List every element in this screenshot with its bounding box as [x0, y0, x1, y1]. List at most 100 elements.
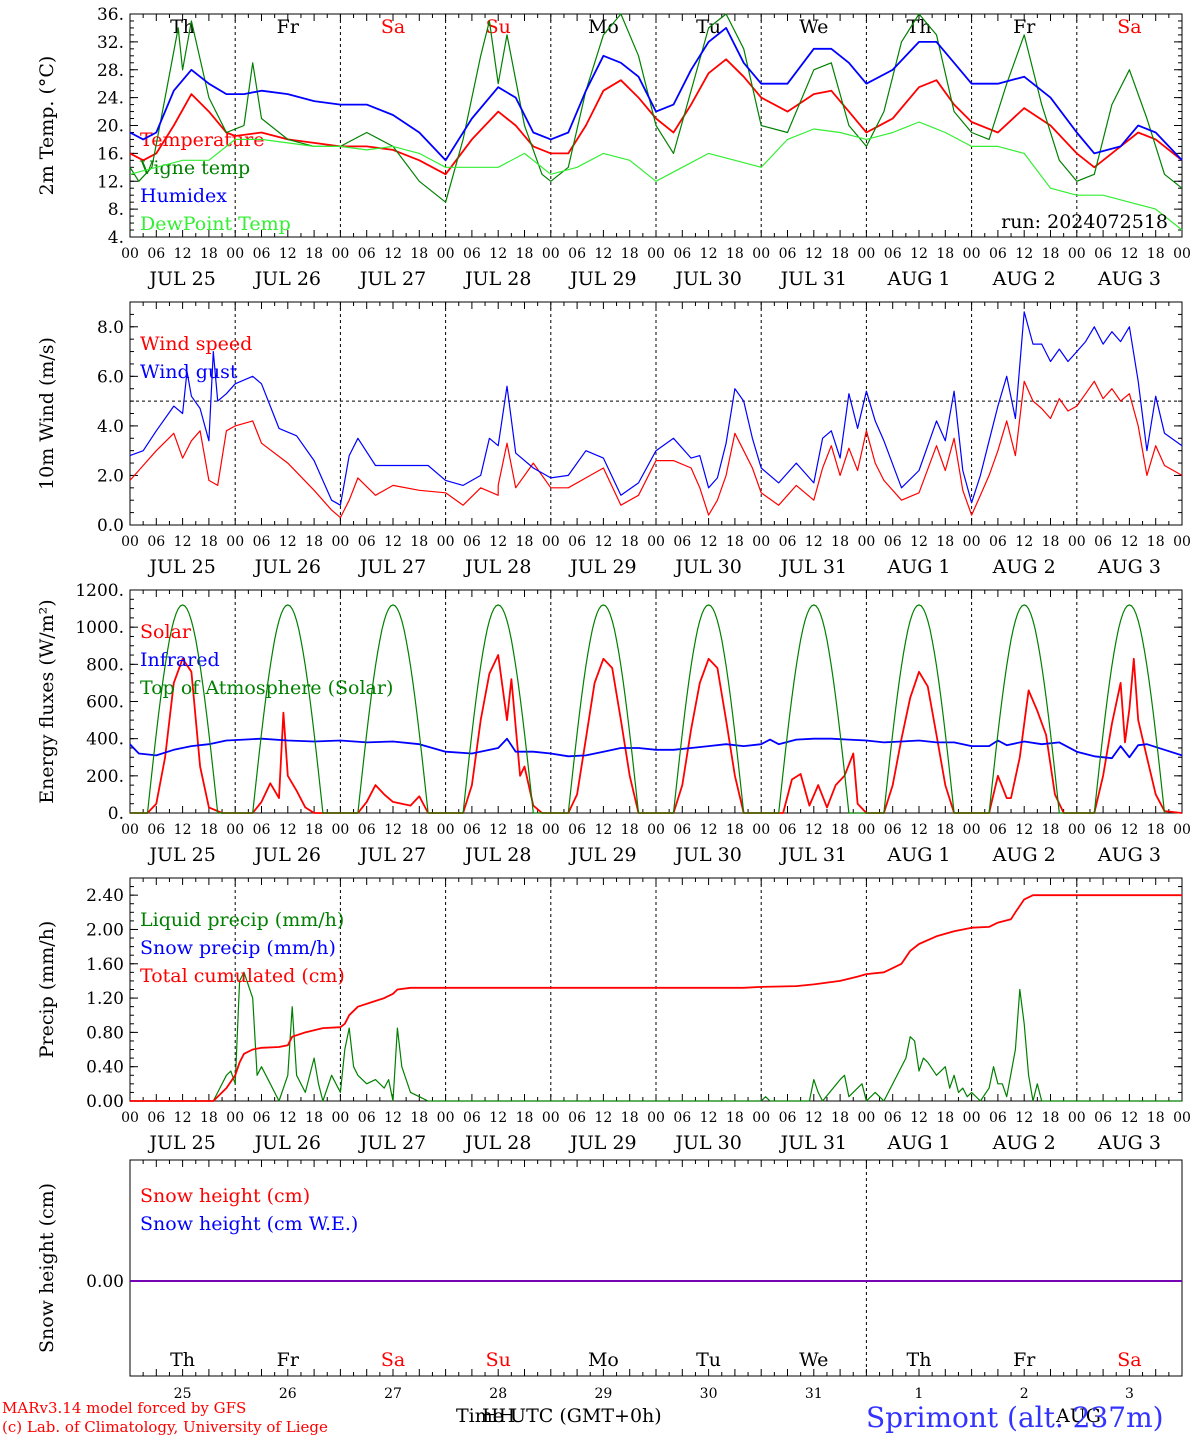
x-date-label: JUL 28	[463, 556, 531, 578]
x-day-number-label: 3	[1125, 1386, 1134, 1402]
x-hour-label: 00	[437, 534, 455, 550]
y-axis-title: 10m Wind (m/s)	[36, 337, 58, 490]
x-hour-label: 12	[1120, 534, 1138, 550]
x-hour-label: 00	[226, 534, 244, 550]
legend-entry: Solar	[140, 621, 192, 643]
y-tick-label: 800.	[86, 655, 124, 675]
x-hour-label: 00	[1173, 1110, 1191, 1126]
x-hour-label: 18	[516, 534, 534, 550]
x-hour-label: 12	[1015, 246, 1033, 262]
y-tick-label: 400.	[86, 730, 124, 750]
x-hour-label: 06	[463, 1110, 481, 1126]
plot-frame	[129, 301, 1183, 526]
y-tick-label: 0.00	[86, 1092, 124, 1112]
x-hour-label: 06	[1094, 1110, 1112, 1126]
x-hour-label: 00	[857, 246, 875, 262]
y-tick-label: 0.0	[97, 516, 124, 536]
legend-entry: Temperature	[140, 129, 264, 151]
series-line-liquid-precip-mm-h-	[130, 971, 1182, 1102]
x-hour-label: 06	[989, 822, 1007, 838]
panel-temperature: 4. 8. 12. 16. 20. 24. 28. 32. 36. 2m Temp. (°C) Th…	[36, 5, 1191, 290]
y-tick-label: 28.	[97, 61, 124, 81]
day-name-label: Su	[486, 1349, 511, 1371]
x-hour-label: 18	[621, 822, 639, 838]
x-hour-label: 12	[384, 534, 402, 550]
x-hour-label: 06	[253, 822, 271, 838]
x-day-number-label: 31	[805, 1386, 823, 1402]
x-hour-label: 12	[489, 1110, 507, 1126]
x-hour-label: 00	[121, 822, 139, 838]
x-hour-label: 00	[752, 246, 770, 262]
x-hour-label: 06	[779, 1110, 797, 1126]
y-tick-label: 600.	[86, 693, 124, 713]
legend-entry: Liquid precip (mm/h)	[140, 909, 344, 931]
x-hour-label: 06	[673, 534, 691, 550]
x-date-label: JUL 27	[358, 844, 426, 866]
x-hour-label: 06	[884, 822, 902, 838]
x-hour-label: 12	[279, 1110, 297, 1126]
x-hour-label: 12	[700, 1110, 718, 1126]
x-hour-label: 12	[1120, 246, 1138, 262]
x-date-label: JUL 28	[463, 844, 531, 866]
time-axis-label: Time UTC (GMT+0h)	[456, 1405, 662, 1427]
x-hour-label: 18	[1042, 822, 1060, 838]
x-hour-label: 00	[437, 822, 455, 838]
x-hour-label: 00	[1173, 822, 1191, 838]
x-hour-label: 06	[989, 534, 1007, 550]
x-hour-label: 18	[726, 246, 744, 262]
x-hour-label: 00	[542, 822, 560, 838]
x-hour-label: 06	[358, 1110, 376, 1126]
y-tick-label: 0.	[108, 804, 124, 824]
x-hour-label: 06	[673, 822, 691, 838]
x-hour-label: 18	[936, 246, 954, 262]
x-hour-label: 12	[700, 246, 718, 262]
x-hour-label: 18	[200, 246, 218, 262]
x-hour-label: 00	[226, 822, 244, 838]
x-hour-label: 00	[1068, 534, 1086, 550]
series-line-wind-gust	[129, 311, 1183, 506]
y-tick-label: 2.00	[86, 920, 124, 940]
plot-frame	[129, 589, 1183, 814]
x-date-label: JUL 31	[779, 556, 847, 578]
day-name-label: Sa	[381, 16, 405, 38]
x-date-label: JUL 31	[779, 844, 847, 866]
legend-entry: Wind gust	[140, 361, 238, 383]
x-day-number-label: 2	[1020, 1386, 1029, 1402]
y-axis-title: Energy fluxes (W/m²)	[36, 599, 58, 803]
x-hour-label: 18	[305, 822, 323, 838]
x-day-number-label: 30	[700, 1386, 718, 1402]
y-tick-label: 2.40	[86, 886, 124, 906]
y-tick-label: 4.	[108, 228, 124, 248]
x-date-label: JUL 30	[673, 844, 741, 866]
x-hour-label: 12	[1120, 1110, 1138, 1126]
x-hour-label: 18	[726, 534, 744, 550]
x-date-label: JUL 25	[147, 1132, 215, 1154]
x-hour-label: 12	[910, 822, 928, 838]
x-hour-label: 00	[963, 822, 981, 838]
legend-entry: Infrared	[140, 649, 220, 671]
x-hour-label: 00	[542, 534, 560, 550]
x-hour-label: 12	[174, 822, 192, 838]
x-hour-label: 00	[1068, 246, 1086, 262]
panel-wind: 0.0 2.0 4.0 6.0 8.0 10m Wind (m/s) 00 06 12 18 JUL…	[36, 301, 1191, 578]
x-hour-label: 06	[884, 534, 902, 550]
x-hour-label: 00	[226, 246, 244, 262]
x-hour-label: 00	[121, 246, 139, 262]
x-hour-label: 12	[1015, 534, 1033, 550]
x-hour-label: 12	[700, 534, 718, 550]
y-tick-label: 0.40	[86, 1058, 124, 1078]
x-hour-label: 18	[621, 534, 639, 550]
y-axis-title: Precip (mm/h)	[36, 921, 58, 1059]
day-name-label: Th	[907, 1349, 932, 1371]
x-hour-label: 12	[805, 822, 823, 838]
panel-snow: 0.00 Snow height (cm) Th Fr Sa Su Mo Tu We Th Fr Sa…	[36, 1159, 1183, 1402]
x-hour-label: 12	[805, 534, 823, 550]
x-hour-label: 06	[253, 246, 271, 262]
x-date-label: AUG 3	[1097, 268, 1161, 290]
x-hour-label: 00	[752, 534, 770, 550]
x-date-label: AUG 1	[886, 1132, 950, 1154]
x-date-label: JUL 31	[779, 268, 847, 290]
x-hour-label: 12	[174, 1110, 192, 1126]
x-hour-label: 18	[831, 1110, 849, 1126]
x-hour-label: 06	[1094, 534, 1112, 550]
